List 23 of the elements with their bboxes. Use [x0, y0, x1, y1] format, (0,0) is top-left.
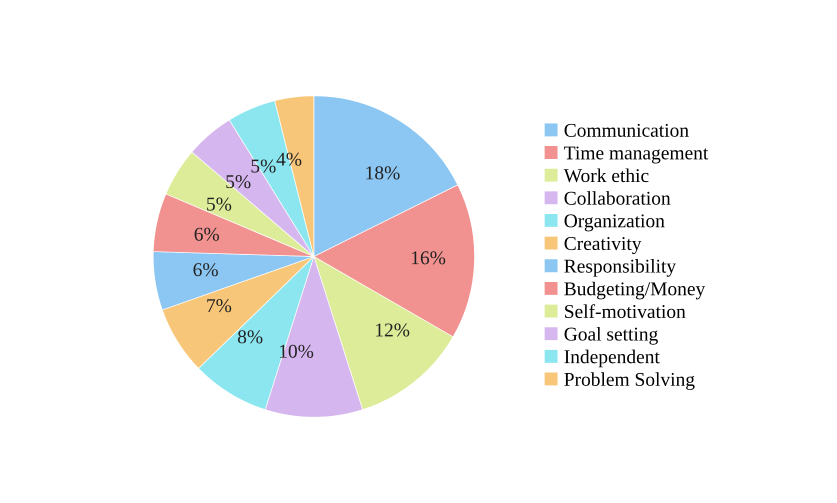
legend-label: Organization: [564, 214, 665, 232]
legend-label: Work ethic: [564, 168, 649, 182]
legend-label: Communication: [564, 124, 689, 137]
data-label: 6%: [194, 263, 218, 276]
legend-label: Goal setting: [564, 327, 658, 345]
data-label: 5%: [207, 198, 232, 211]
data-label: 8%: [238, 330, 262, 344]
data-label: 5%: [252, 159, 276, 173]
legend-label: Self-motivation: [565, 304, 686, 318]
data-label: 12%: [376, 323, 410, 337]
legend-label: Independent: [564, 350, 660, 368]
legend-label: Problem Solving: [564, 372, 695, 390]
data-label: 6%: [194, 228, 220, 241]
legend-label: Collaboration: [564, 191, 670, 205]
data-label: 5%: [226, 175, 250, 188]
legend-label: Budgeting/Money: [564, 282, 706, 300]
data-label: 16%: [412, 251, 446, 264]
data-label: 10%: [280, 344, 314, 358]
data-label: 18%: [366, 166, 400, 180]
legend-label: Responsibility: [564, 259, 676, 277]
legend-label: Creativity: [564, 237, 642, 254]
legend-label: Time management: [564, 146, 708, 164]
data-label: 7%: [207, 299, 232, 312]
